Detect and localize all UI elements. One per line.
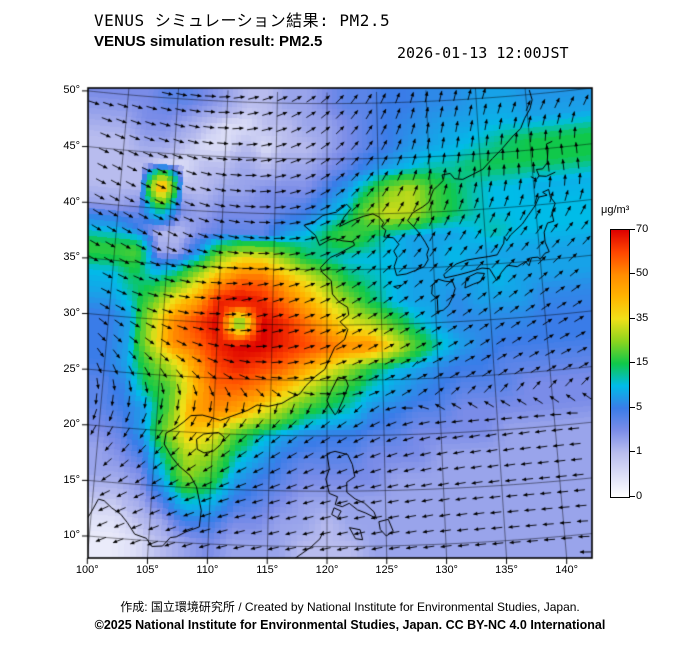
footer-license: ©2025 National Institute for Environment…	[94, 618, 606, 632]
colorbar	[610, 229, 630, 498]
footer-credit: 作成: 国立環境研究所 / Created by National Instit…	[120, 600, 580, 614]
colorbar-unit-label: μg/m³	[601, 204, 630, 216]
